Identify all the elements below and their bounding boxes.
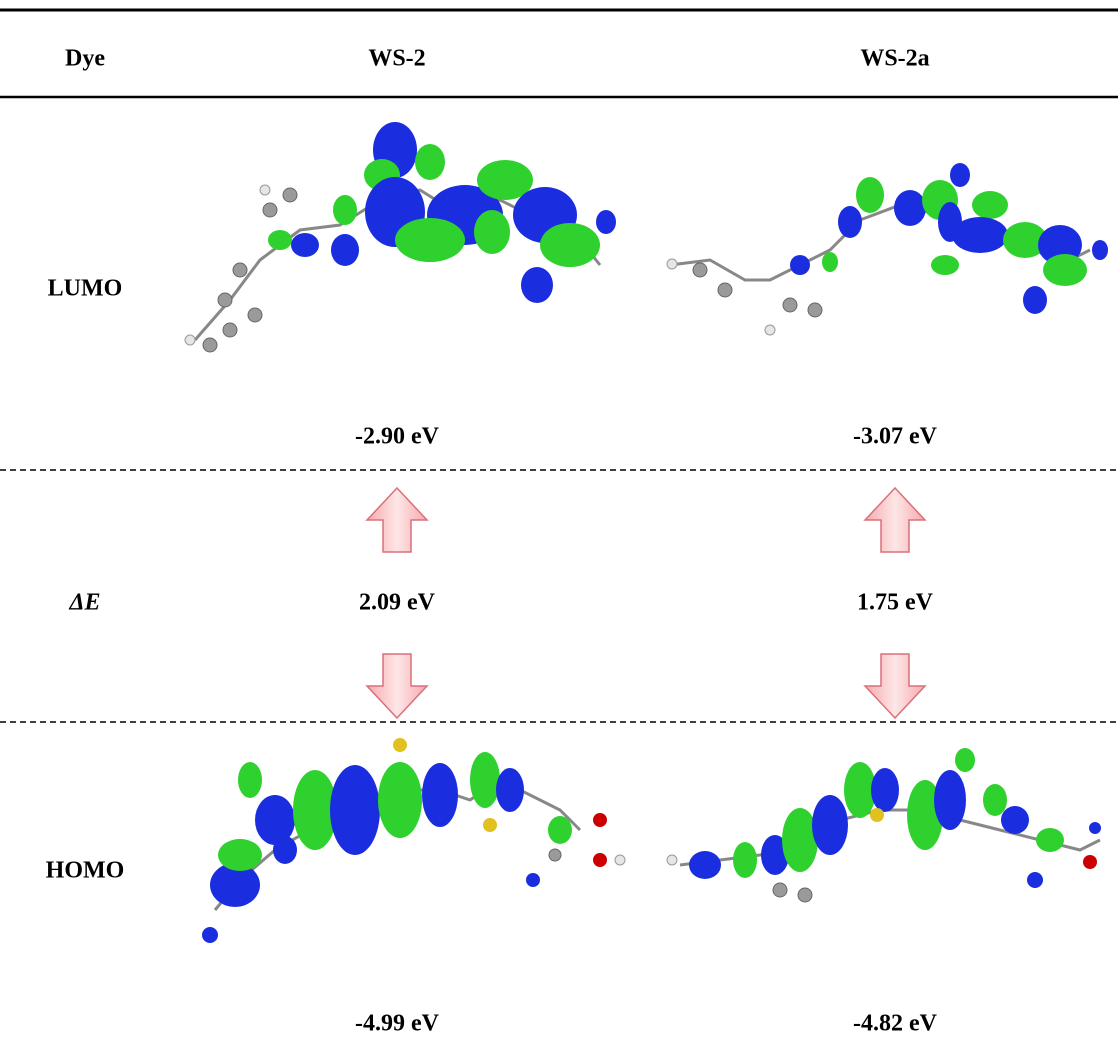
energy-value: -2.90 eV <box>355 424 440 450</box>
orbital-image <box>666 748 1101 903</box>
energy-value: -4.82 eV <box>853 1011 938 1037</box>
energy-value: -4.99 eV <box>355 1011 440 1037</box>
gap-value: 2.09 eV <box>359 590 436 616</box>
header-cell: Dye <box>65 46 105 72</box>
up-arrow <box>863 486 927 553</box>
orbital-image <box>666 163 1108 336</box>
down-arrow <box>365 653 429 720</box>
orbital-image <box>202 738 626 943</box>
up-arrow <box>365 486 429 553</box>
row-label: LUMO <box>48 276 123 302</box>
gap-value: 1.75 eV <box>857 590 934 616</box>
header-cell: WS-2a <box>860 46 929 72</box>
row-label: ΔE <box>68 590 100 616</box>
orbital-image <box>184 122 616 353</box>
header-cell: WS-2 <box>368 46 425 72</box>
row-label: HOMO <box>46 858 125 884</box>
down-arrow <box>863 653 927 720</box>
energy-value: -3.07 eV <box>853 424 938 450</box>
